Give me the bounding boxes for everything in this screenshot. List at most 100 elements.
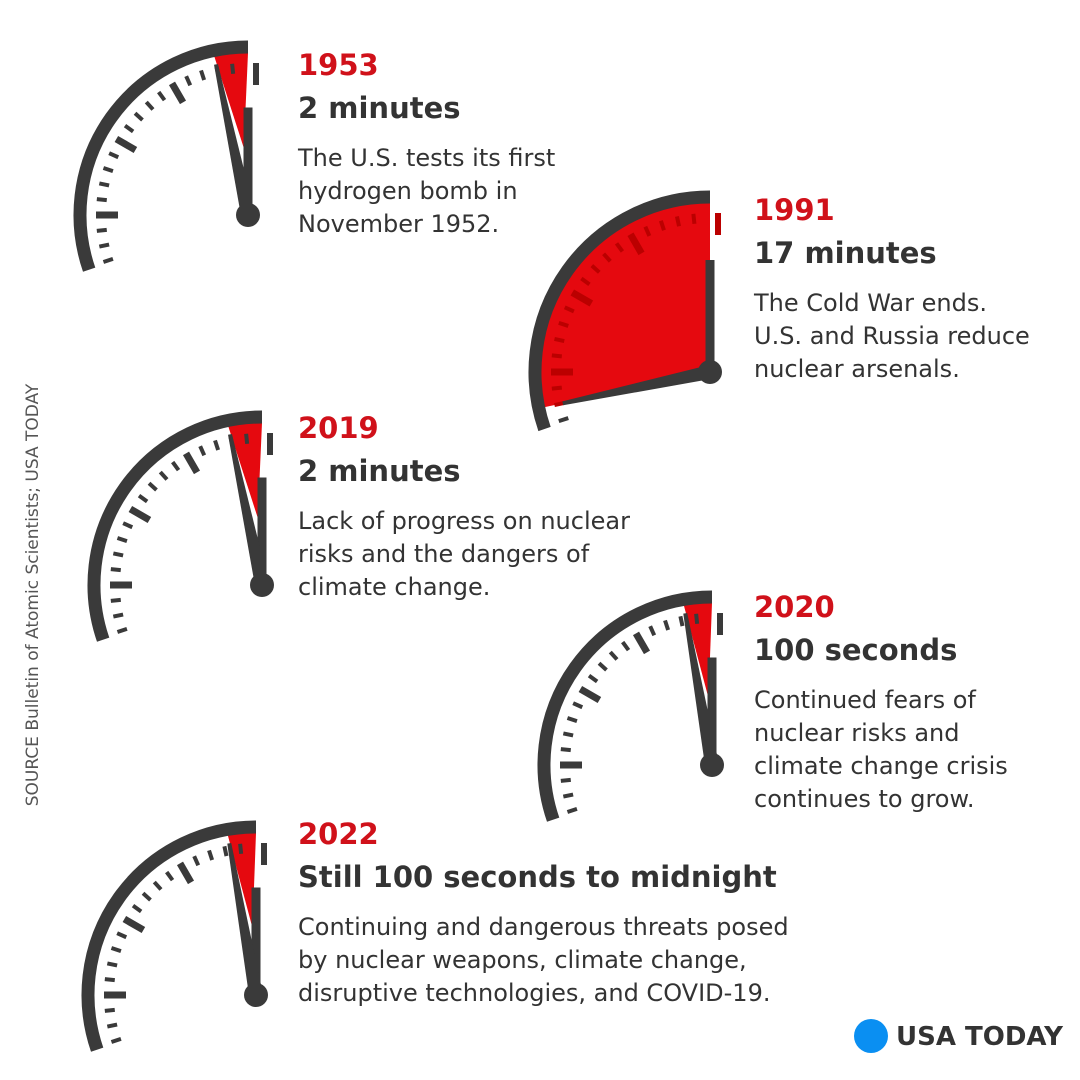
entry-year: 1953	[298, 48, 379, 82]
clock-tick	[587, 674, 599, 684]
clock-tick	[230, 63, 236, 74]
clock-tick	[102, 166, 114, 174]
entry-year: 2022	[298, 817, 379, 851]
clock-tick	[144, 100, 155, 111]
clock-tick	[570, 289, 594, 307]
minute-hand	[227, 842, 263, 997]
clock-pivot	[700, 753, 724, 777]
clock-tick	[165, 870, 175, 882]
entry-description: hydrogen bomb in	[298, 177, 518, 205]
clock-tick	[602, 252, 612, 263]
entry-headline: 2 minutes	[298, 454, 461, 488]
clock-tick	[131, 904, 143, 914]
source-note: SOURCE Bulletin of Atomic Scientists; US…	[23, 383, 43, 806]
entry-description: The U.S. tests its first	[297, 144, 555, 172]
minute-hand	[214, 63, 255, 217]
clock-tick	[112, 551, 124, 558]
minute-hand	[562, 365, 712, 406]
entry-description: The Cold War ends.	[753, 289, 987, 317]
clock-red-wedge	[228, 423, 262, 518]
minute-hand	[228, 433, 269, 587]
clock-red-wedge	[227, 833, 256, 928]
clock-tick	[566, 716, 578, 724]
clock-tick	[168, 81, 187, 105]
clock-tick	[694, 613, 700, 624]
clock-pivot	[698, 360, 722, 384]
entry-description: Continued fears of	[754, 686, 976, 714]
clock-pivot	[244, 983, 268, 1007]
clock-pivot	[250, 573, 274, 597]
entry-description: risks and the dangers of	[298, 540, 590, 568]
entry-headline: 2 minutes	[298, 91, 461, 125]
clock-tick	[110, 567, 121, 573]
clock-rim	[537, 590, 713, 822]
clock-tick	[102, 256, 114, 264]
clock-tick	[96, 197, 107, 203]
entry-description: nuclear arsenals.	[754, 355, 960, 383]
clock-tick	[106, 961, 118, 968]
clock-tick	[558, 320, 569, 328]
entry-description: continues to grow.	[754, 785, 975, 813]
entry-headline: 17 minutes	[754, 236, 937, 270]
clock-tick	[122, 915, 146, 934]
logo-dot	[854, 1019, 888, 1053]
entry-year: 2020	[754, 590, 835, 624]
clock-tick	[123, 124, 135, 134]
clock-tick	[106, 1022, 118, 1029]
clock-tick	[590, 264, 601, 274]
clock-tick	[133, 111, 144, 122]
clock-tick	[137, 494, 149, 504]
clock-tick	[122, 521, 134, 530]
clock-tick	[580, 276, 591, 287]
entry-description: Lack of progress on nuclear	[298, 507, 630, 535]
clock-tick	[114, 135, 138, 154]
clock-rim	[87, 410, 263, 642]
clock-tick	[658, 220, 666, 231]
clock-tick	[560, 747, 571, 753]
clock-rim	[73, 40, 249, 272]
clock-tick	[560, 777, 571, 783]
entry-headline: 100 seconds	[754, 633, 957, 667]
logo-text: USA TODAY	[896, 1022, 1064, 1052]
clock-tick	[562, 731, 574, 738]
clock-rim	[81, 820, 257, 1052]
entry-description: U.S. and Russia reduce	[754, 322, 1030, 350]
clock-tick	[238, 843, 244, 854]
clock-tick	[554, 336, 565, 343]
clock-tick	[128, 505, 152, 524]
clock-tick	[110, 1036, 122, 1044]
entry-description: November 1952.	[298, 210, 499, 238]
entry-description: nuclear risks and	[754, 719, 959, 747]
entry-year: 1991	[754, 193, 835, 227]
clock-tick	[627, 232, 645, 256]
clock-tick	[141, 891, 152, 902]
clock-tick	[199, 69, 207, 81]
entry-headline: Still 100 seconds to midnight	[298, 860, 777, 894]
clock-tick	[108, 151, 120, 160]
entry-year: 2019	[298, 411, 379, 445]
entry-description: Continuing and dangerous threats posed	[298, 913, 789, 941]
clock-tick	[614, 242, 625, 253]
clock-tick	[554, 401, 565, 408]
clock-red-sector	[541, 203, 710, 408]
clock-tick	[110, 597, 121, 603]
clock-tick	[207, 849, 215, 861]
clock-tick	[643, 225, 652, 237]
clock-pivot	[236, 203, 260, 227]
clock-tick	[192, 855, 201, 867]
clock-tick	[98, 242, 110, 249]
clock-tick	[158, 470, 169, 481]
clock-tick	[566, 806, 578, 814]
clock-tick	[572, 701, 584, 710]
clock-tick	[621, 640, 631, 652]
clock-tick	[171, 460, 181, 472]
clock-tick	[563, 305, 575, 314]
minute-hand	[683, 612, 719, 767]
clock-tick	[213, 439, 221, 451]
clock-tick	[110, 946, 122, 954]
clock-tick	[96, 227, 107, 233]
clock-tick	[578, 685, 602, 704]
clock-tick	[551, 353, 563, 359]
entry-description: by nuclear weapons, climate change,	[298, 946, 747, 974]
